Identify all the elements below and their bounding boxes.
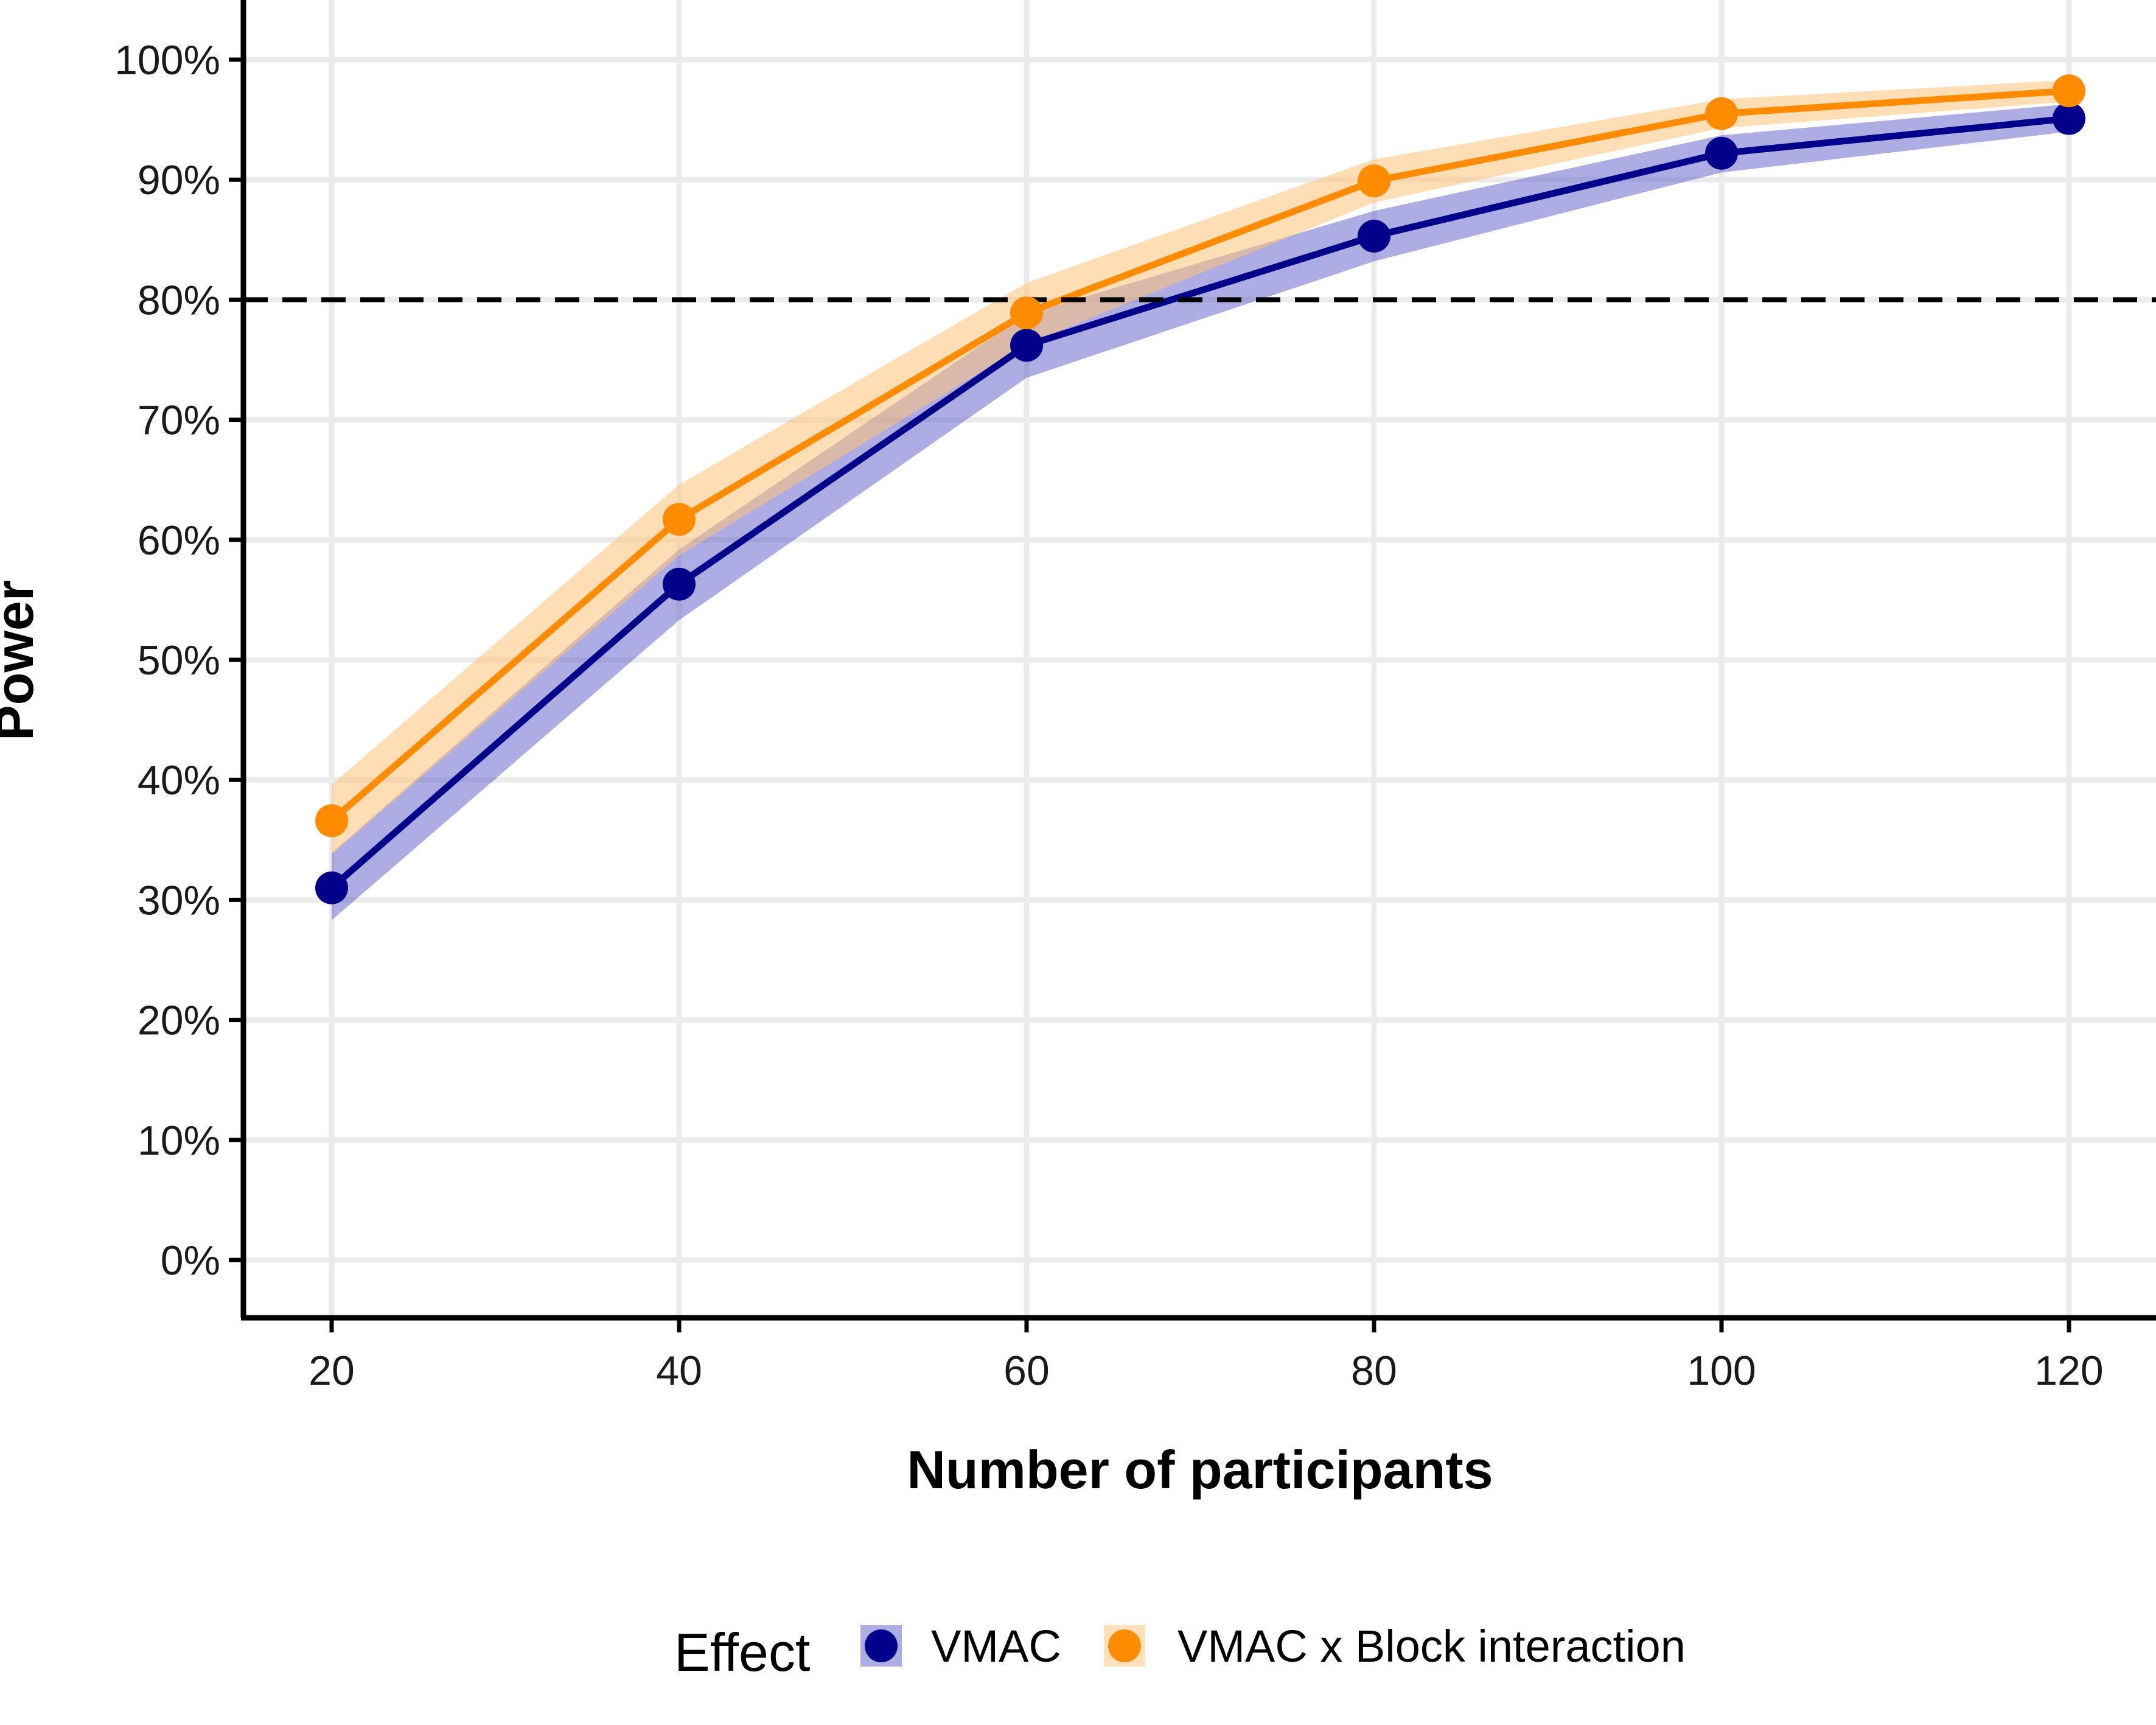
legend-key-point-1 [865,1629,898,1662]
series-lines [329,87,2070,890]
data-point-series-1 [315,871,348,904]
data-point-series-1 [1705,136,1738,170]
data-point-series-1 [1010,329,1043,362]
y-tick-label: 50% [138,637,220,684]
y-tick-label: 40% [138,757,220,803]
y-tick-label: 30% [138,877,220,923]
data-point-series-1 [1358,219,1390,253]
axes [229,0,2156,1332]
legend-label-1: VMAC [931,1621,1061,1671]
x-tick-label: 100 [1687,1348,1756,1394]
x-axis-title: Number of participants [907,1440,1493,1500]
y-axis-title: Power [0,580,44,741]
x-tick-label: 60 [1003,1348,1050,1394]
y-tick-label: 20% [138,998,220,1044]
confidence-band-series-2 [332,80,2069,855]
legend-key-point-2 [1108,1629,1141,1662]
y-tick-label: 0% [161,1237,220,1284]
y-tick-label: 80% [138,277,220,323]
x-tick-label: 40 [656,1348,702,1394]
data-point-series-2 [1010,296,1043,330]
data-point-series-1 [2053,102,2085,135]
confidence-bands [332,80,2069,920]
data-point-series-2 [1705,97,1738,130]
x-tick-label: 80 [1351,1348,1397,1394]
data-point-series-2 [315,804,348,838]
legend-label-2: VMAC x Block interaction [1177,1621,1686,1671]
series-line-2 [329,87,2070,824]
data-point-series-2 [1358,164,1390,198]
y-tick-label: 60% [138,517,220,564]
series-points [315,74,2085,904]
legend: Effect VMAC VMAC x Block interaction [674,1621,1686,1682]
y-tick-label: 100% [114,37,220,83]
y-tick-label: 70% [138,397,220,444]
y-tick-label: 10% [138,1118,220,1164]
tick-labels: 0% 10% 20% 30% 40% 50% 60% 70% 80% 90% 100% 20 40 60 8… [114,37,2104,1394]
series-line-1 [329,115,2070,890]
legend-title: Effect [674,1622,810,1682]
y-tick-label: 90% [138,157,220,203]
data-point-series-2 [663,503,696,536]
data-point-series-2 [2053,74,2085,108]
data-point-series-1 [663,567,696,601]
x-tick-label: 120 [2034,1348,2103,1394]
x-tick-label: 20 [309,1348,355,1394]
